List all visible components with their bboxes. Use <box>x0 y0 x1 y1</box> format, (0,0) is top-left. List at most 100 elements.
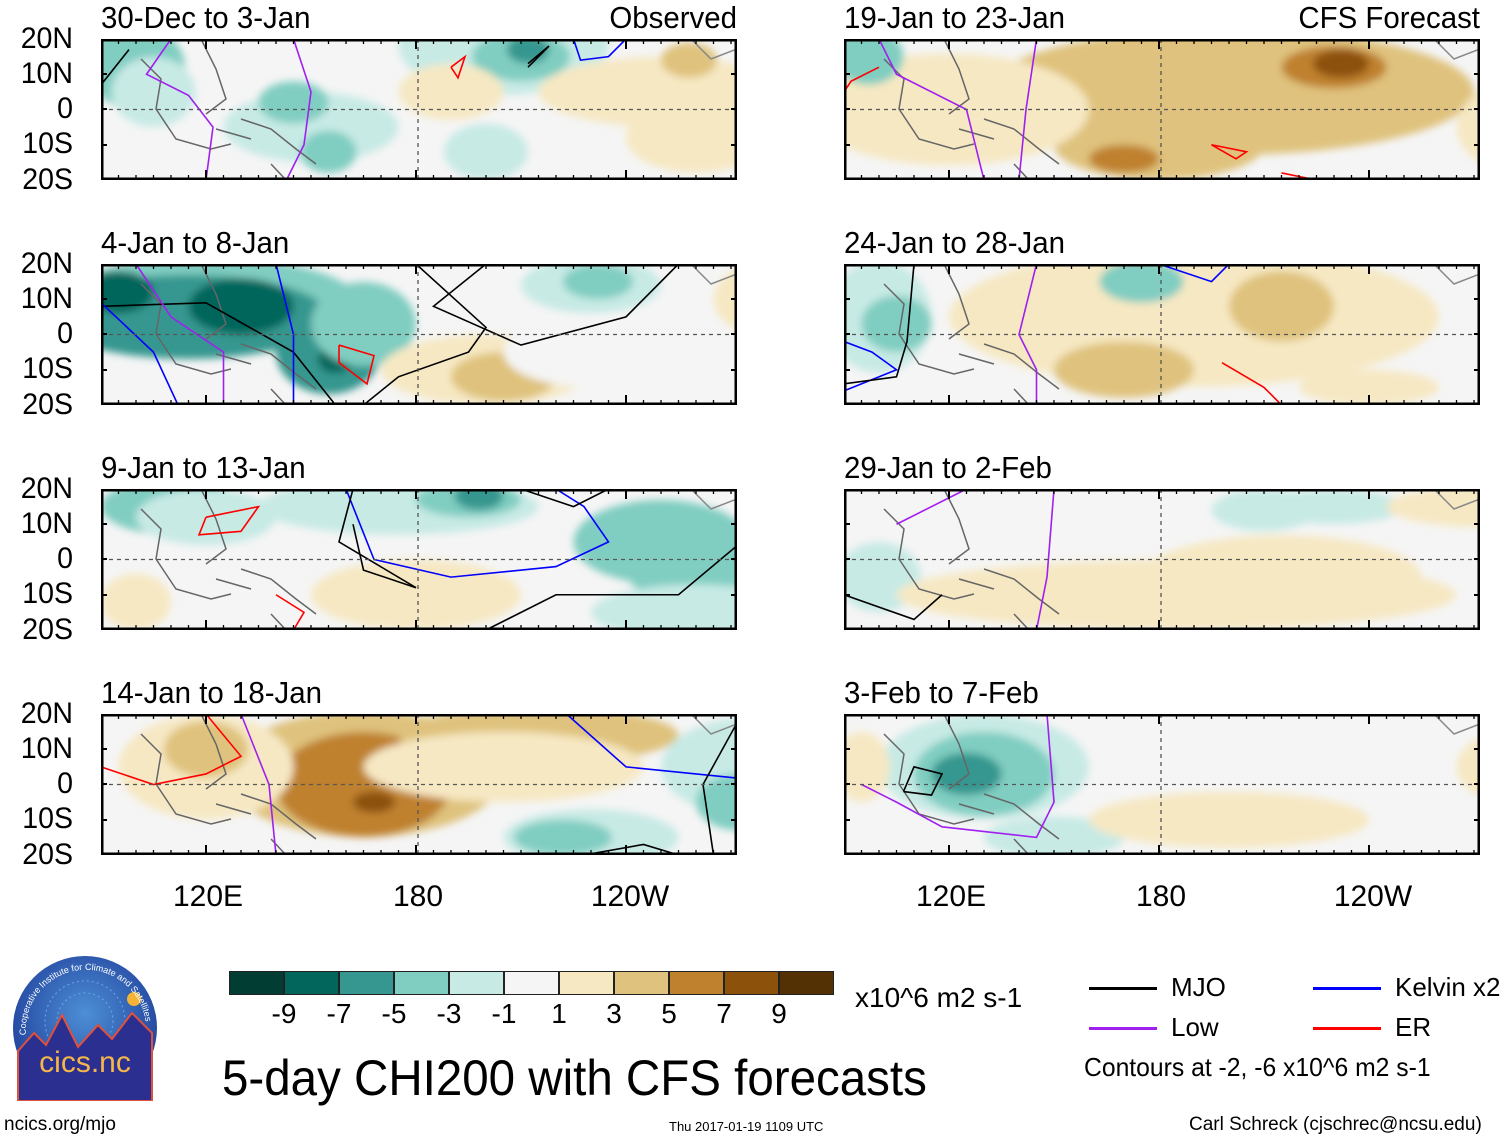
anomaly-shading <box>311 559 521 630</box>
colorbar-label: 1 <box>551 998 567 1029</box>
anomaly-shading <box>353 791 395 813</box>
contour-line <box>1158 264 1230 283</box>
panel-source-label: CFS Forecast <box>1298 0 1480 35</box>
legend-label: MJO <box>1171 972 1226 1002</box>
cics-logo: cics.nc Cooperative Institute for Climat… <box>12 955 158 1102</box>
legend-label: Kelvin x2 <box>1395 972 1501 1002</box>
contour-line <box>1221 362 1283 405</box>
anomaly-shading <box>101 271 154 314</box>
coastline <box>883 489 1060 630</box>
colorbar-label: 3 <box>606 998 622 1029</box>
lat-label: 20N <box>20 697 73 730</box>
coastline <box>883 264 1060 405</box>
coastline <box>1433 264 1480 285</box>
map-panel <box>844 264 1480 405</box>
coastline <box>690 489 737 510</box>
map-panel <box>101 264 737 405</box>
contour-line <box>878 39 985 180</box>
legend-line-mjo <box>1089 987 1157 990</box>
lat-label: 20S <box>22 163 73 196</box>
contour-line <box>431 264 680 346</box>
anomaly-shading <box>1299 369 1439 405</box>
contour-line <box>275 594 306 630</box>
anomaly-shading <box>444 123 528 180</box>
contour-line <box>565 714 737 779</box>
map-frame <box>101 264 737 405</box>
lat-label: 20S <box>22 838 73 871</box>
anomaly-shading <box>514 819 612 855</box>
lat-label: 20S <box>22 613 73 646</box>
coastline <box>140 39 317 180</box>
lon-label: 180 <box>392 880 444 913</box>
colorbar-swatch <box>669 971 724 995</box>
footer-timestamp: Thu 2017-01-19 1109 UTC <box>669 1119 824 1134</box>
lat-label: 0 <box>57 767 73 800</box>
anomaly-shading <box>1089 144 1159 173</box>
colorbar-swatch <box>559 971 614 995</box>
anomaly-shading <box>696 774 737 831</box>
anomaly-shading <box>626 102 737 173</box>
contour-line <box>285 39 312 180</box>
anomaly-shading <box>661 42 717 78</box>
anomaly-shading <box>311 281 416 366</box>
contour-line <box>101 49 130 86</box>
panel-title: 29-Jan to 2-Feb <box>844 450 1052 485</box>
anomaly-shading <box>1264 489 1404 525</box>
map-frame <box>844 264 1480 405</box>
contour-line <box>861 714 1055 839</box>
panel-title: 3-Feb to 7-Feb <box>844 675 1039 710</box>
colorbar-swatch <box>449 971 504 995</box>
colorbar-swatch <box>284 971 339 995</box>
lat-label: 0 <box>57 542 73 575</box>
colorbar-label: 5 <box>661 998 677 1029</box>
map-panel <box>101 39 737 180</box>
anomaly-shading <box>713 267 737 331</box>
anomaly-shading <box>300 130 357 173</box>
map-frame <box>844 39 1480 180</box>
contour-line <box>527 45 550 68</box>
contour-line <box>896 489 967 525</box>
contour-line <box>1211 143 1249 160</box>
map-panel <box>844 39 1480 180</box>
map-panel <box>101 489 737 630</box>
coastline <box>690 714 737 735</box>
contour-line <box>902 765 944 796</box>
anomaly-shading <box>1054 341 1194 398</box>
contour-line <box>1018 264 1038 405</box>
lat-label: 10N <box>20 57 73 90</box>
panel-title: 24-Jan to 28-Jan <box>844 225 1066 260</box>
anomaly-shading <box>861 295 932 352</box>
contour-line <box>520 489 609 508</box>
contour-line <box>1035 489 1055 630</box>
anomaly-shading <box>398 63 504 120</box>
anomaly-shading <box>1089 791 1369 848</box>
map-frame <box>101 39 737 180</box>
lon-label: 120W <box>590 880 670 913</box>
footer-url[interactable]: ncics.org/mjo <box>4 1114 116 1135</box>
contours-note: Contours at -2, -6 x10^6 m2 s-1 <box>1084 1052 1431 1082</box>
legend-label: ER <box>1395 1012 1432 1042</box>
map-frame <box>844 489 1480 630</box>
anomaly-shading <box>1313 49 1369 78</box>
contour-line <box>485 544 737 630</box>
colorbar-label: -7 <box>326 998 352 1029</box>
contour-line <box>583 843 679 855</box>
lat-label: 10N <box>20 282 73 315</box>
lat-label: 10N <box>20 507 73 540</box>
map-panel <box>844 714 1480 855</box>
contour-line <box>101 302 179 405</box>
anomaly-shading <box>101 573 171 630</box>
footer-author: Carl Schreck (cjschrec@ncsu.edu) <box>1189 1114 1482 1135</box>
contour-line <box>1018 39 1038 180</box>
contour-line <box>338 489 417 589</box>
coastline <box>140 264 317 405</box>
colorbar-swatch <box>724 971 779 995</box>
map-frame <box>844 714 1480 855</box>
colorbar-swatch <box>394 971 449 995</box>
colorbar-units: x10^6 m2 s-1 <box>855 982 1023 1013</box>
contour-line <box>450 54 467 80</box>
panel-title: 30-Dec to 3-Jan <box>101 0 311 35</box>
legend-label: Low <box>1171 1012 1219 1042</box>
map-panel <box>101 714 737 855</box>
lat-label: 10S <box>22 352 73 385</box>
